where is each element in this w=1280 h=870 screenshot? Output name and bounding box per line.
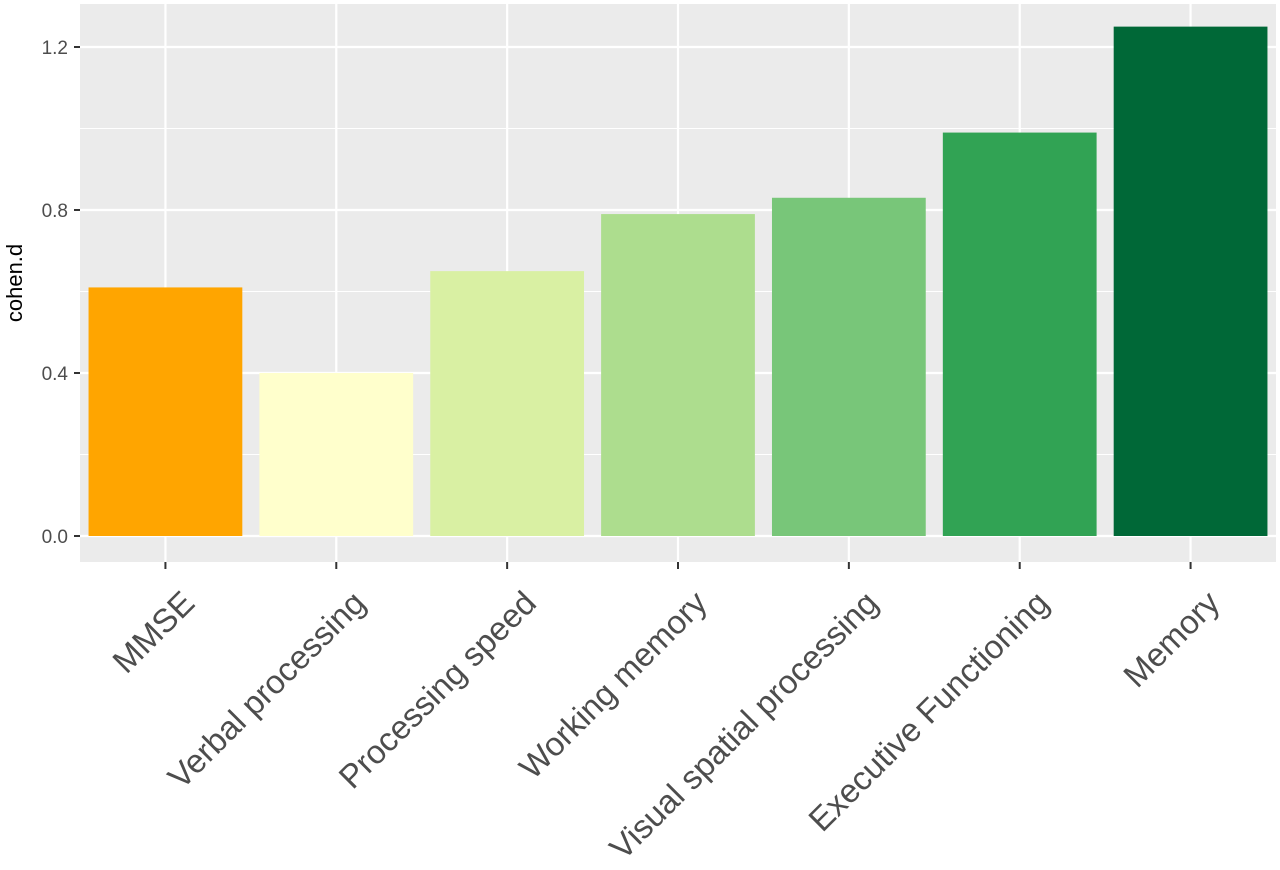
y-tick-label: 0.8: [42, 201, 68, 222]
y-tick-label: 1.2: [42, 38, 68, 59]
bar-series: [88, 26, 1268, 536]
y-tick-label: 0.0: [42, 527, 68, 548]
bar: [259, 373, 414, 536]
y-axis-title: cohen.d: [2, 244, 27, 322]
bar: [771, 197, 926, 536]
bar: [430, 271, 585, 536]
bar: [1113, 26, 1268, 536]
bar: [601, 214, 755, 536]
bar: [942, 132, 1097, 536]
y-axis: 0.0 0.4 0.8 1.2: [42, 38, 80, 548]
x-tick-label: Memory: [1116, 583, 1227, 694]
x-tick-label: Working memory: [512, 583, 714, 785]
bar: [88, 287, 243, 536]
y-tick-label: 0.4: [42, 364, 69, 385]
x-tick-label: MMSE: [105, 584, 201, 680]
